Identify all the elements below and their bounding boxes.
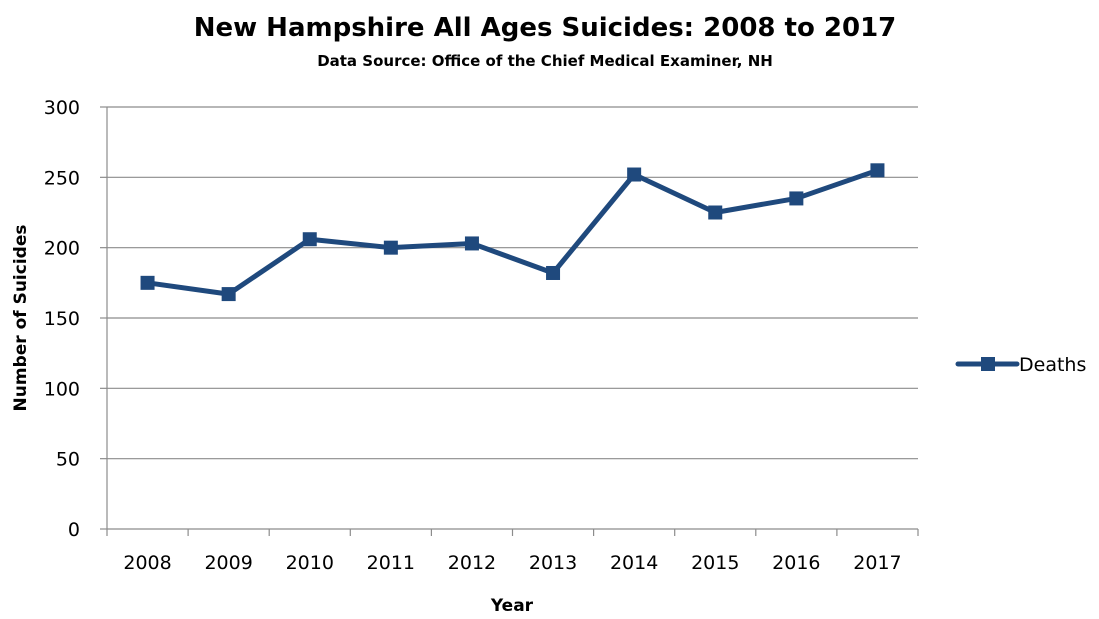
series-line-deaths <box>145 167 880 297</box>
y-tick-label: 50 <box>56 449 80 471</box>
y-tick-label: 100 <box>44 378 80 400</box>
y-tick-label: 300 <box>44 97 80 119</box>
y-tick-label: 200 <box>44 238 80 260</box>
data-point <box>546 265 561 280</box>
data-point <box>383 240 398 255</box>
x-tick-label: 2010 <box>286 552 334 574</box>
legend-label-deaths: Deaths <box>1019 354 1086 376</box>
y-tick-label: 250 <box>44 167 80 189</box>
x-tick-label: 2013 <box>529 552 577 574</box>
legend: Deaths <box>955 354 1086 376</box>
chart-subtitle: Data Source: Office of the Chief Medical… <box>317 52 773 70</box>
data-point <box>627 167 642 182</box>
x-tick-label: 2008 <box>123 552 171 574</box>
data-point <box>789 191 804 206</box>
y-tick-label: 150 <box>44 308 80 330</box>
x-tick-label: 2017 <box>853 552 901 574</box>
data-point <box>464 236 479 251</box>
x-tick-label: 2014 <box>610 552 658 574</box>
data-point <box>140 275 155 290</box>
data-point <box>221 287 236 302</box>
x-tick-label: 2009 <box>204 552 252 574</box>
y-tick-labels: 0 50 100 150 200 250 300 <box>44 97 80 541</box>
series-layer <box>140 163 885 302</box>
x-tick-labels: 2008 2009 2010 2011 2012 2013 2014 2015 2016 2017 <box>123 552 901 574</box>
x-axis-title: Year <box>490 596 534 616</box>
legend-square-marker <box>981 357 995 371</box>
data-point <box>870 163 885 178</box>
x-tick-label: 2015 <box>691 552 739 574</box>
x-tick-label: 2012 <box>448 552 496 574</box>
x-tick-label: 2011 <box>367 552 415 574</box>
axes <box>100 106 919 536</box>
gridlines <box>107 106 918 460</box>
y-axis-title: Number of Suicides <box>11 225 31 412</box>
chart-title: New Hampshire All Ages Suicides: 2008 to… <box>194 13 897 43</box>
x-tick-label: 2016 <box>772 552 820 574</box>
data-point <box>302 232 317 247</box>
data-point <box>708 205 723 220</box>
y-tick-label: 0 <box>68 519 80 541</box>
